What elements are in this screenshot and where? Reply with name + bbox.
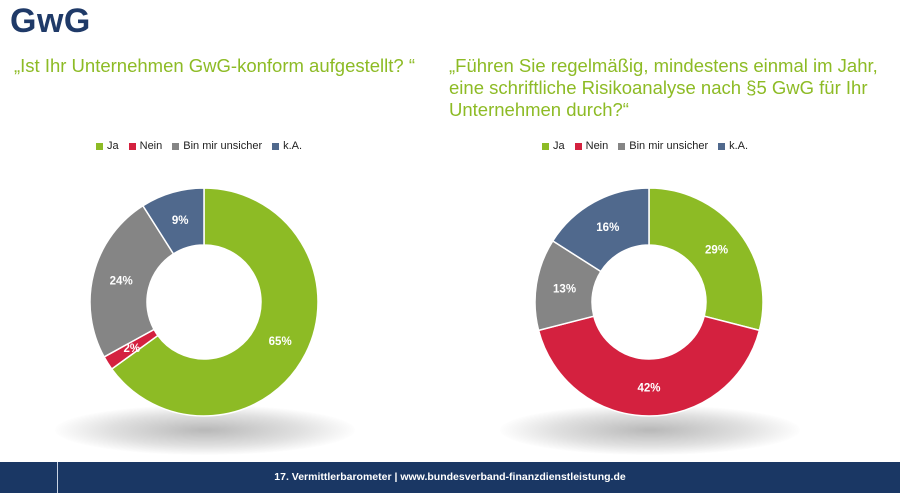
data-label-ja: 29% [705,245,728,257]
donut-slice-ka [551,187,650,273]
legend-label: Bin mir unsicher [629,140,709,152]
legend-item-nein: Nein [128,140,163,152]
legend-swatch [96,142,103,150]
legend-label: k.A. [283,140,303,152]
legend-swatch [574,142,582,150]
legend-chart-1: Ja Nein Bin mir unsicher k.A. [96,140,302,152]
donut-slice-ja [648,187,764,332]
data-label-ka: 16% [596,222,619,234]
data-label-ja: 65% [269,336,292,348]
legend-item-unsicher: Bin mir unsicher [618,140,708,152]
data-label-unsicher: 24% [110,276,133,288]
data-label-ka: 9% [172,215,189,227]
legend-item-ka: k.A. [272,140,302,152]
legend-label: Ja [553,140,565,152]
legend-chart-2: Ja Nein Bin mir unsicher k.A. [542,140,748,152]
legend-swatch [618,142,626,150]
legend-swatch [542,142,549,150]
data-label-nein: 42% [637,383,660,395]
footer-text: 17. Vermittlerbarometer | www.bundesverb… [274,471,626,483]
legend-label: Nein [585,140,609,152]
legend-item-ja: Ja [542,140,565,152]
legend-label: Bin mir unsicher [183,140,263,152]
donut-charts: 65% 2% 24% 9% 29% 42% 13% 16% [89,187,764,417]
data-label-nein: 2% [123,343,140,355]
footer-bar: 17. Vermittlerbarometer | www.bundesverb… [0,462,900,493]
legend-swatch [272,142,280,150]
legend-label: Nein [139,140,163,152]
legend-item-unsicher: Bin mir unsicher [172,140,262,152]
question-2: „Führen Sie regelmäßig, mindestens einma… [449,55,878,120]
page-title: GwG [10,2,91,40]
donut-slice-ka [141,187,205,255]
donut-slice-ja [110,187,319,417]
legend-item-nein: Nein [574,140,609,152]
legend-swatch [172,142,180,150]
legend-item-ka: k.A. [718,140,748,152]
data-label-unsicher: 13% [553,284,576,296]
legend-swatch [718,142,726,150]
legend-label: Ja [107,140,119,152]
question-1: „Ist Ihr Unternehmen GwG-konform aufgest… [14,55,415,76]
legend-swatch [128,142,136,150]
legend-label: k.A. [729,140,749,152]
footer-divider [57,462,58,493]
donut-slice-nein [537,315,761,417]
donut-slice-unsicher [89,204,175,358]
legend-item-ja: Ja [96,140,119,152]
